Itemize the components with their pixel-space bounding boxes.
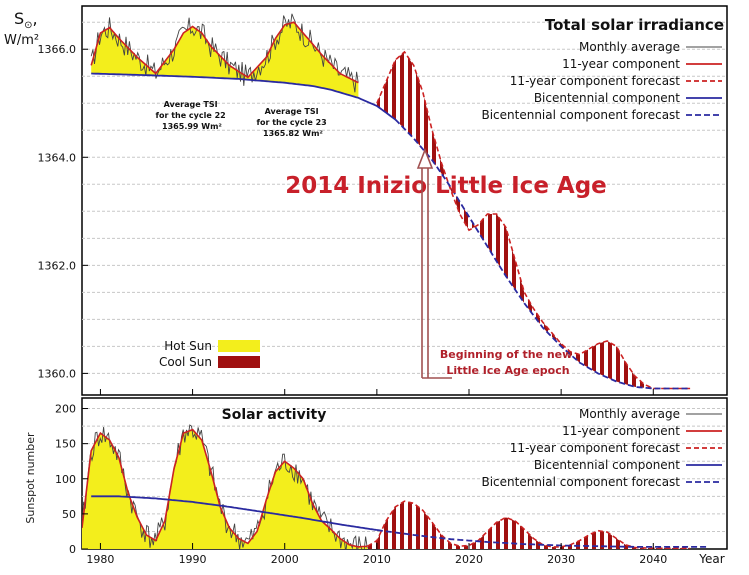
legend-label: 11-year component forecast xyxy=(510,74,680,88)
bottom-xtick-label: 1990 xyxy=(179,553,207,566)
top-ytick-label: 1362.0 xyxy=(38,259,77,272)
legend-label: Monthly average xyxy=(579,407,680,421)
avg-tsi-cycle23-annotation: Average TSI for the cycle 23 1365.82 Wm² xyxy=(256,107,329,138)
top-ylabel-symbol: S⊙, xyxy=(14,9,38,31)
component11-forecast-line-top xyxy=(376,50,691,390)
top-legend: Monthly average 11-year component 11-year … xyxy=(481,40,722,122)
bottom-ytick-label: 0 xyxy=(69,543,76,556)
bicentennial-forecast-line-top xyxy=(394,118,691,390)
legend-label: 11-year component xyxy=(562,424,680,438)
bottom-xtick-label: 2000 xyxy=(271,553,299,566)
legend-label: Bicentennial component forecast xyxy=(481,108,680,122)
top-ytick-label: 1364.0 xyxy=(38,151,77,164)
cool-sun-label: Cool Sun xyxy=(159,355,212,369)
bottom-panel-title: Solar activity xyxy=(222,407,327,423)
legend-label: Bicentennial component xyxy=(534,458,680,472)
bicentennial-line-bottom xyxy=(91,495,378,531)
bottom-ytick-label: 200 xyxy=(55,403,76,416)
bottom-xtick-label: 2020 xyxy=(455,553,483,566)
bottom-axis-ticks: 0 50 100 150 200 1980 1990 2000 2010 2020 2030 2040 xyxy=(55,403,667,566)
hot-sun-fill-top xyxy=(91,22,359,98)
bottom-ytick-label: 150 xyxy=(55,438,76,451)
cool-sun-fill-bottom xyxy=(367,501,691,549)
legend-label: 11-year component xyxy=(562,57,680,71)
top-ylabel-unit: W/m² xyxy=(4,33,39,48)
top-ytick-label: 1366.0 xyxy=(38,43,77,56)
bottom-xlabel: Year xyxy=(698,552,724,566)
legend-label: Bicentennial component xyxy=(534,91,680,105)
legend-label: 11-year component forecast xyxy=(510,441,680,455)
top-ytick-label: 1360.0 xyxy=(38,367,77,380)
component11-line-top xyxy=(90,21,359,84)
bottom-xtick-label: 2010 xyxy=(363,553,391,566)
bottom-xtick-label: 2030 xyxy=(547,553,575,566)
bottom-xtick-label: 1980 xyxy=(86,553,114,566)
bottom-legend: Monthly average 11-year component 11-year … xyxy=(481,407,722,489)
bottom-ytick-label: 100 xyxy=(55,473,76,486)
legend-label: Bicentennial component forecast xyxy=(481,475,680,489)
cool-sun-fill-top xyxy=(376,51,691,389)
component11-forecast-line-bottom xyxy=(367,500,691,549)
beginning-annotation: Beginning of the new Little Ice Age epoc… xyxy=(440,348,576,377)
bottom-ytick-label: 50 xyxy=(62,508,76,521)
top-axis-ticks: 1360.0 1362.0 1364.0 1366.0 xyxy=(38,43,654,395)
avg-tsi-cycle22-annotation: Average TSI for the cycle 22 1365.99 Wm² xyxy=(155,100,228,131)
bottom-xtick-label: 2040 xyxy=(639,553,667,566)
hot-sun-label: Hot Sun xyxy=(164,339,212,353)
top-plot-area xyxy=(90,13,691,390)
bicentennial-line-top xyxy=(91,72,396,121)
bicentennial-forecast-line-bottom xyxy=(376,529,709,548)
beginning-arrow xyxy=(416,147,452,379)
hot-sun-fill-bottom xyxy=(82,429,368,549)
bottom-ylabel: Sunspot number xyxy=(24,432,37,524)
hot-sun-swatch xyxy=(218,340,260,352)
legend-label: Monthly average xyxy=(579,40,680,54)
top-panel-title: Total solar irradiance xyxy=(545,16,724,34)
cool-sun-swatch xyxy=(218,356,260,368)
bottom-plot-area xyxy=(82,424,709,549)
little-ice-age-headline: 2014 Inizio Little Ice Age xyxy=(285,173,607,199)
